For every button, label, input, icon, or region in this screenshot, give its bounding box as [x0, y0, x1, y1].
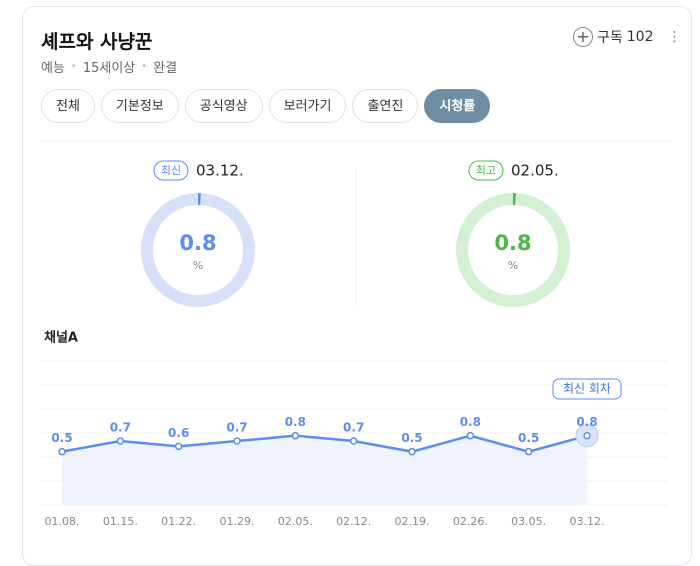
- rating-value: 0.8: [494, 231, 531, 255]
- subscribe-label: 구독: [597, 30, 623, 46]
- badge: [153, 160, 189, 181]
- tabs: 전체 기본정보 공식영상 보러가기 출연진 시청률: [41, 89, 491, 123]
- tab[interactable]: 시청률: [424, 89, 491, 123]
- x-tick-label: 02.26.: [453, 515, 488, 528]
- x-tick-label: 01.15.: [103, 515, 138, 528]
- annotation-box: [552, 378, 622, 400]
- badge: [468, 160, 504, 181]
- date: 03.12.: [196, 162, 244, 180]
- point: [174, 442, 183, 451]
- x-tick-label: 03.12.: [570, 515, 605, 528]
- value-label: 0.8: [460, 415, 481, 429]
- annotation: 최신 회차: [563, 382, 611, 396]
- value-label: 0.8: [285, 415, 306, 429]
- value-label: 0.5: [51, 431, 72, 445]
- meta-item: 15세이상: [82, 61, 136, 76]
- value-label: 0.8: [576, 415, 597, 429]
- value-label: 0.5: [518, 431, 539, 445]
- donut-arc: [141, 193, 255, 307]
- point: [233, 437, 241, 445]
- program-title[interactable]: 셰프와 사냥꾼: [41, 31, 153, 53]
- point: [58, 447, 66, 456]
- tab[interactable]: 출연진: [352, 89, 419, 123]
- subscriber-count: 102: [626, 29, 654, 45]
- program-card: 셰프와 사냥꾼 예능 • 15세이상 • 완결 + 구독 102 ⋮ 전체 기본정보 공식영…: [22, 6, 692, 566]
- chart-title: 채널A: [44, 330, 78, 346]
- value-label: 0.7: [110, 421, 131, 435]
- x-tick-label: 02.19.: [395, 515, 430, 528]
- value-label: 0.7: [226, 421, 247, 435]
- badge-text: 최신: [161, 164, 181, 177]
- separator: •: [70, 61, 77, 72]
- point: [349, 437, 358, 445]
- point: [524, 447, 533, 456]
- meta-item: 완결: [153, 61, 178, 76]
- meta: 예능 • 15세이상 • 완결: [41, 57, 177, 76]
- tab[interactable]: 공식영상: [184, 89, 263, 123]
- unit: %: [193, 259, 203, 272]
- x-tick-label: 01.22.: [161, 515, 196, 528]
- date: 02.05.: [511, 162, 559, 180]
- tab[interactable]: 보러가기: [268, 89, 347, 123]
- value-label: 0.5: [401, 431, 422, 445]
- line: [61, 434, 588, 453]
- subscribe[interactable]: + 구독 102 ⋮: [573, 27, 682, 47]
- x-tick-label: 03.05.: [511, 515, 546, 528]
- meta-item: 예능: [41, 61, 65, 76]
- point: [116, 437, 125, 445]
- value-label: 0.7: [343, 421, 364, 435]
- point: [291, 431, 300, 440]
- x-tick-label: 02.05.: [278, 515, 313, 528]
- rating-value: 0.8: [179, 231, 216, 255]
- x-tick-label: 02.12.: [336, 515, 371, 528]
- point: [466, 431, 475, 440]
- area: [62, 435, 587, 505]
- more-icon[interactable]: ⋮: [667, 29, 682, 45]
- tab[interactable]: 전체: [41, 89, 95, 123]
- separator: •: [141, 61, 148, 72]
- x-tick-label: 01.29.: [220, 515, 255, 528]
- ratings-area: 최신 03.12. 0.8% 최고 02.05. 0.8% 채널A 0.5 0.7 0.6 0.7 0…: [42, 140, 670, 528]
- value-label: 0.6: [168, 426, 189, 440]
- point: [408, 447, 416, 456]
- unit: %: [508, 259, 518, 272]
- point: [583, 431, 591, 440]
- plus-icon: +: [573, 27, 593, 47]
- badge-text: 최고: [476, 164, 496, 177]
- x-tick-label: 01.08.: [45, 515, 80, 528]
- tab[interactable]: 기본정보: [100, 89, 179, 123]
- donut-arc: [456, 193, 570, 307]
